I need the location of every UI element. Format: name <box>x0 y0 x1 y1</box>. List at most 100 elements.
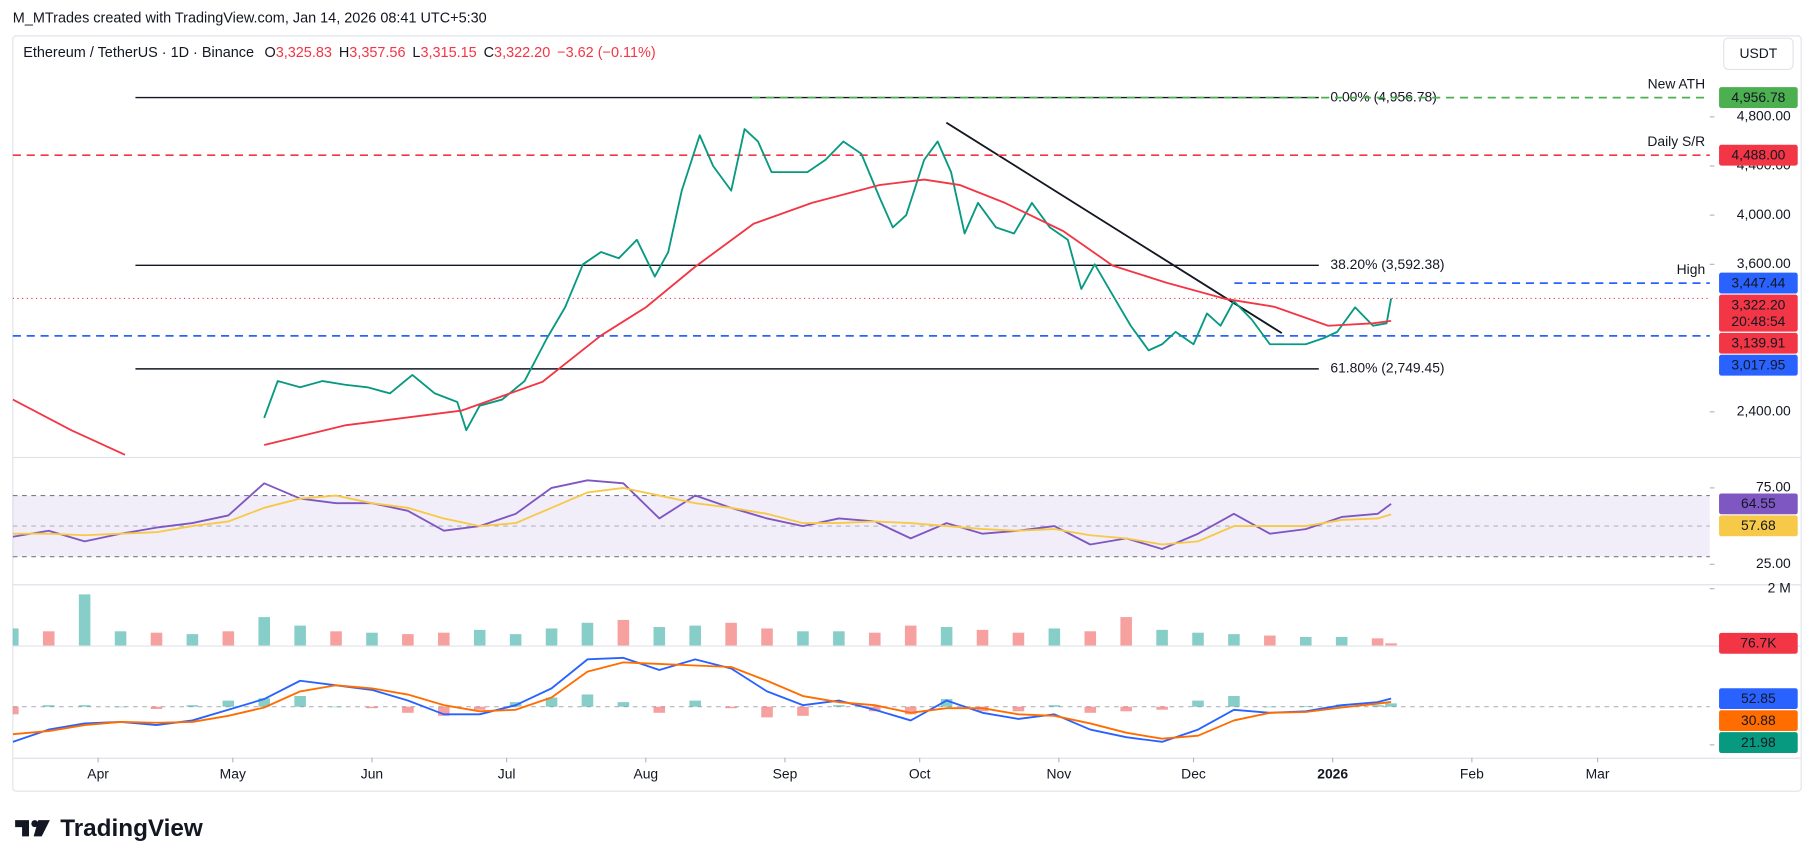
volume-bar <box>1192 632 1204 646</box>
series-line <box>12 479 1392 550</box>
histogram-bar <box>1156 706 1168 710</box>
series-line <box>263 128 1393 432</box>
x-tick-label: Feb <box>1460 766 1484 782</box>
volume-bar <box>940 627 953 646</box>
histogram-bar <box>1048 705 1061 707</box>
histogram-bar <box>1228 696 1240 707</box>
logo-text: TradingView <box>60 815 203 842</box>
volume-bar <box>1335 636 1348 646</box>
histogram-bar <box>1385 703 1397 707</box>
volume-bar <box>114 631 127 646</box>
volume-bar <box>1048 628 1061 646</box>
price-badge <box>1719 87 1798 108</box>
level-note: Daily S/R <box>1647 133 1705 149</box>
volume-bar <box>1264 635 1276 646</box>
series-line <box>12 661 1392 740</box>
change: −3.62 (−0.11%) <box>557 45 655 61</box>
volume-bar <box>402 634 414 646</box>
volume-bar <box>330 631 342 646</box>
histogram-bar <box>114 706 127 708</box>
ohlc-value: 3,315.15 <box>420 45 476 61</box>
y-tick-label: 25.00 <box>1756 555 1791 571</box>
histogram-bar <box>473 706 486 710</box>
y-tick-label: 4,000.00 <box>1737 206 1791 222</box>
symbol: Ethereum / TetherUS · 1D · Binance <box>23 45 254 61</box>
price-badge <box>1719 515 1798 537</box>
price-badge-label: 21.98 <box>1741 734 1776 750</box>
currency-button[interactable] <box>1723 37 1794 70</box>
histogram-bar <box>940 699 953 707</box>
series-line <box>12 178 1392 456</box>
x-tick-label: Aug <box>633 766 658 782</box>
volume-bar <box>833 631 845 646</box>
volume-bar <box>438 632 450 646</box>
histogram-bar <box>581 694 594 707</box>
x-tick-label: Nov <box>1046 766 1071 782</box>
histogram-bar <box>330 706 342 708</box>
price-badge <box>1719 688 1798 710</box>
histogram-bar <box>689 700 701 707</box>
price-badge <box>1719 732 1798 753</box>
y-tick-label: 75.00 <box>1756 479 1791 495</box>
price-badge-label: 76.7K <box>1740 635 1777 651</box>
price-badge-label: 4,956.78 <box>1731 89 1785 105</box>
volume-bar <box>12 628 19 646</box>
price-badge <box>1719 332 1798 354</box>
volume-bar <box>976 629 989 646</box>
volume-bar <box>509 634 522 646</box>
histogram-bar <box>78 705 91 707</box>
histogram-bar <box>12 706 19 715</box>
volume-bar <box>258 617 271 646</box>
frame <box>12 35 1802 792</box>
currency[interactable]: USDT <box>1739 45 1777 61</box>
ohlc-value: 3,357.56 <box>349 45 405 61</box>
series-line <box>12 487 1392 546</box>
histogram-bar <box>402 706 414 713</box>
volume-bar <box>1228 634 1240 646</box>
volume-bar <box>366 632 378 646</box>
price-badge <box>1719 710 1798 732</box>
histogram-bar <box>258 698 271 707</box>
volume-bar <box>42 631 55 646</box>
countdown: 20:48:54 <box>1731 313 1785 329</box>
logo-shape <box>33 820 50 837</box>
level-note: High <box>1677 261 1706 277</box>
price-badge <box>1719 632 1798 654</box>
volume-bar <box>1156 629 1168 646</box>
histogram-bar <box>366 706 378 709</box>
histogram-bar <box>1012 706 1025 712</box>
price-badge-label: 3,017.95 <box>1731 356 1785 372</box>
histogram-bar <box>653 706 666 713</box>
volume-bar <box>689 625 701 646</box>
histogram-bar <box>725 706 737 709</box>
volume-bar <box>545 628 558 646</box>
x-tick-label: Dec <box>1181 766 1206 782</box>
attribution: M_MTrades created with TradingView.com, … <box>13 10 487 26</box>
x-tick-label: Apr <box>87 766 109 782</box>
histogram-bar <box>1084 706 1097 713</box>
y-tick-label: 3,600.00 <box>1737 255 1791 271</box>
ohlc-key: H <box>339 45 349 61</box>
price-badge <box>1719 144 1798 166</box>
symbol-line: Ethereum / TetherUS · 1D · Binance O3,325… <box>23 45 655 61</box>
price-badge <box>1719 294 1798 332</box>
fib-label: 61.80% (2,749.45) <box>1330 360 1444 376</box>
histogram-bar <box>904 706 917 715</box>
ohlc-key: C <box>484 45 494 61</box>
price-badge <box>1719 354 1798 376</box>
series-line <box>12 656 1392 743</box>
x-tick-label: Jun <box>361 766 383 782</box>
histogram-bar <box>617 702 630 707</box>
histogram-bar <box>294 696 306 707</box>
price-badge-label: 3,322.20 <box>1731 296 1785 312</box>
fib-label: 38.20% (3,592.38) <box>1330 256 1444 272</box>
price-badge-label: 3,139.91 <box>1731 334 1785 350</box>
x-tick-label: May <box>220 766 246 782</box>
volume-bar <box>761 628 773 646</box>
volume-bar <box>725 622 737 646</box>
ohlc-key: O <box>264 45 275 61</box>
volume-bar <box>653 627 666 646</box>
